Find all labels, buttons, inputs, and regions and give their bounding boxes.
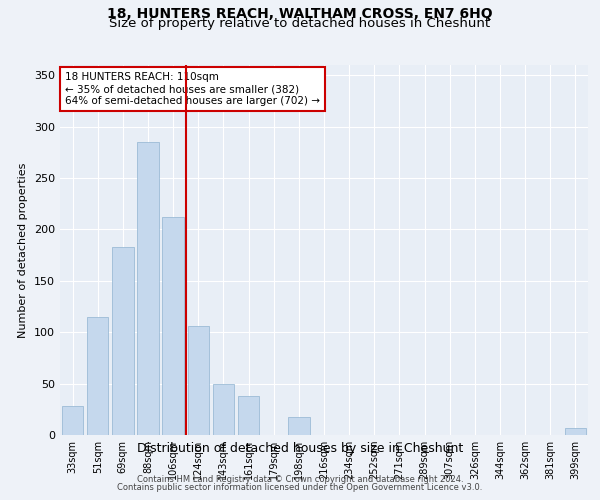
Text: 18 HUNTERS REACH: 110sqm
← 35% of detached houses are smaller (382)
64% of semi-: 18 HUNTERS REACH: 110sqm ← 35% of detach…: [65, 72, 320, 106]
Text: Size of property relative to detached houses in Cheshunt: Size of property relative to detached ho…: [109, 18, 491, 30]
Bar: [288, 416, 310, 435]
Text: 18, HUNTERS REACH, WALTHAM CROSS, EN7 6HQ: 18, HUNTERS REACH, WALTHAM CROSS, EN7 6H…: [107, 8, 493, 22]
Bar: [137, 142, 158, 435]
Text: Contains public sector information licensed under the Open Government Licence v3: Contains public sector information licen…: [118, 484, 482, 492]
Text: Distribution of detached houses by size in Cheshunt: Distribution of detached houses by size …: [137, 442, 463, 455]
Bar: [188, 326, 209, 435]
Bar: [565, 428, 586, 435]
Bar: [213, 384, 234, 435]
Bar: [238, 396, 259, 435]
Bar: [163, 217, 184, 435]
Bar: [62, 406, 83, 435]
Bar: [87, 317, 109, 435]
Bar: [112, 247, 134, 435]
Y-axis label: Number of detached properties: Number of detached properties: [19, 162, 28, 338]
Text: Contains HM Land Registry data © Crown copyright and database right 2024.: Contains HM Land Registry data © Crown c…: [137, 475, 463, 484]
